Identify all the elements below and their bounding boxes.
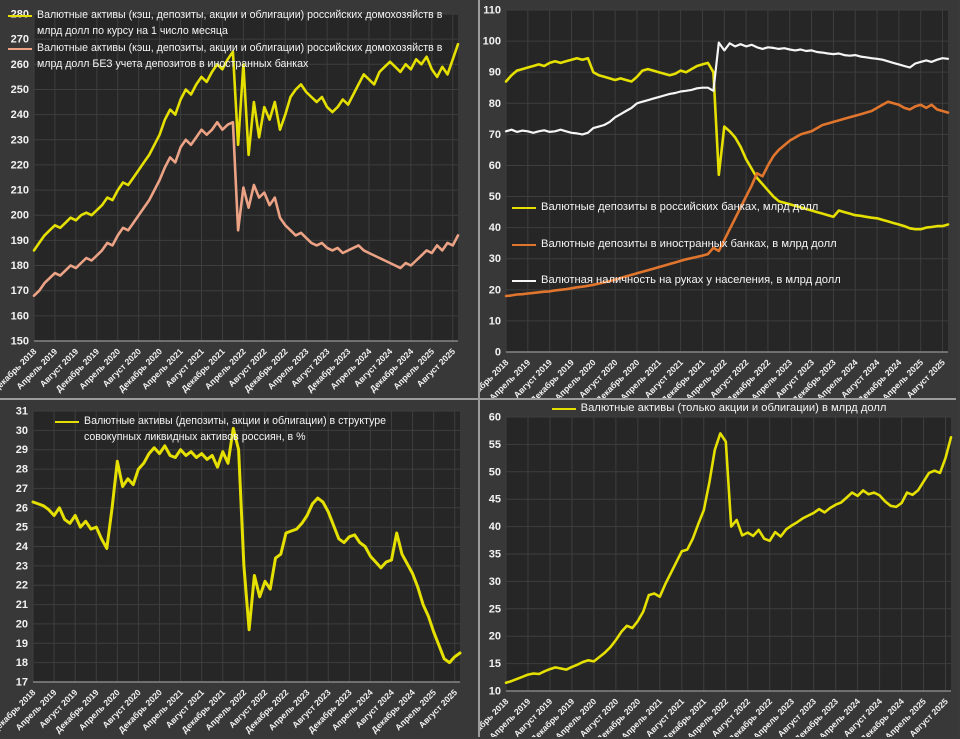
legend-label: Валютные депозиты в иностранных банках, … xyxy=(541,237,837,250)
y-tick-label: 21 xyxy=(16,599,28,611)
legend-line-marker-yellow xyxy=(55,421,79,423)
legend-fx-stocks-and-bonds: Валютные активы (только акции и облигаци… xyxy=(480,401,958,419)
y-tick-label: 220 xyxy=(11,159,29,171)
y-tick-label: 25 xyxy=(489,603,501,615)
plot-area xyxy=(506,10,948,352)
y-tick-label: 15 xyxy=(489,658,501,670)
gridlines xyxy=(32,410,460,683)
chart-panel-fx-share-of-liquid-assets: 17 18 19 20 21 22 23 24 25 26 27 28 29 30 31 Декабрь 20… xyxy=(0,400,478,737)
y-tick-label: 240 xyxy=(11,109,29,121)
series-line-БЕЗ депозитов в иностранных банках xyxy=(32,120,460,298)
y-tick-label: 23 xyxy=(16,560,28,572)
legend-fx-deposits-and-cash: Валютные депозиты в российских банках, м… xyxy=(512,200,841,310)
y-tick-label: 10 xyxy=(489,315,501,327)
y-tick-label: 70 xyxy=(489,129,501,141)
legend-line-marker-yellow xyxy=(8,15,32,17)
legend-label: Валютные активы (кэш, депозиты, акции и … xyxy=(37,9,443,37)
legend-entry: Валютная наличность на руках у населения… xyxy=(512,273,841,289)
y-tick-label: 20 xyxy=(16,618,28,630)
series-line-Наличность на руках xyxy=(504,41,950,136)
y-tick-label: 90 xyxy=(489,67,501,79)
y-tick-label: 260 xyxy=(11,59,29,71)
legend-label: Валютная наличность на руках у населения… xyxy=(541,274,841,286)
series-line-Доля валютных активов, % xyxy=(31,426,462,665)
y-tick-label: 27 xyxy=(16,483,28,495)
chart-panel-fx-assets-total: 150 160 170 180 190 200 210 220 230 240 250 260 270 2… xyxy=(0,0,478,398)
y-tick-label: 29 xyxy=(16,444,28,456)
legend-entry: Валютные депозиты в российских банках, м… xyxy=(512,200,841,216)
legend-label: Валютные депозиты в российских банках, м… xyxy=(541,201,819,213)
legend-label: Валютные активы (только акции и облигаци… xyxy=(580,402,887,414)
y-tick-label: 20 xyxy=(489,631,501,643)
legend-entry: Валютные активы (депозиты, акции и облиг… xyxy=(55,414,437,445)
legend-line-marker-yellow xyxy=(512,207,536,209)
y-tick-label: 31 xyxy=(16,406,28,418)
y-tick-label: 40 xyxy=(489,222,501,234)
y-tick-label: 190 xyxy=(11,235,29,247)
legend-entry: Валютные активы (кэш, депозиты, акции и … xyxy=(8,41,446,72)
legend-entry: Валютные активы (кэш, депозиты, акции и … xyxy=(8,8,446,39)
y-tick-label: 40 xyxy=(489,521,501,533)
series-line-Депозиты в иностранных банках xyxy=(504,100,950,298)
y-tick-label: 35 xyxy=(489,549,501,561)
y-tick-label: 160 xyxy=(11,310,29,322)
y-tick-label: 200 xyxy=(11,210,29,222)
y-tick-label: 230 xyxy=(11,134,29,146)
y-tick-label: 20 xyxy=(489,284,501,296)
y-tick-label: 250 xyxy=(11,84,29,96)
legend-fx-share-of-liquid-assets: Валютные активы (депозиты, акции и облиг… xyxy=(55,414,437,447)
y-tick-label: 18 xyxy=(16,657,28,669)
y-tick-label: 24 xyxy=(16,541,29,553)
y-tick-label: 60 xyxy=(489,160,501,172)
y-tick-label: 270 xyxy=(11,34,29,46)
y-tick-label: 0 xyxy=(495,347,501,359)
y-tick-label: 26 xyxy=(16,502,28,514)
series-line-Акции и облигации, млрд долл xyxy=(504,432,953,685)
plot-area xyxy=(34,14,458,341)
y-tick-label: 30 xyxy=(16,425,28,437)
legend-fx-assets-total: Валютные активы (кэш, депозиты, акции и … xyxy=(8,8,446,74)
y-tick-label: 25 xyxy=(16,522,28,534)
y-tick-label: 55 xyxy=(489,439,501,451)
y-tick-label: 280 xyxy=(11,9,29,21)
legend-label: Валютные активы (кэш, депозиты, акции и … xyxy=(37,42,443,70)
y-tick-label: 150 xyxy=(11,336,29,348)
legend-line-marker-white xyxy=(512,280,536,282)
legend-label: Валютные активы (депозиты, акции и облиг… xyxy=(84,415,387,443)
y-tick-label: 30 xyxy=(489,253,501,265)
legend-entry: Валютные депозиты в иностранных банках, … xyxy=(512,237,841,253)
series-line-Валютные активы всего xyxy=(32,42,460,252)
y-tick-label: 100 xyxy=(483,36,501,48)
y-tick-label: 17 xyxy=(16,677,28,689)
legend-entry: Валютные активы (только акции и облигаци… xyxy=(551,401,887,417)
y-tick-label: 50 xyxy=(489,466,501,478)
y-tick-label: 110 xyxy=(483,5,501,17)
series-line-Депозиты в российских банках xyxy=(504,56,950,231)
y-tick-label: 28 xyxy=(16,464,28,476)
legend-line-marker-orange xyxy=(512,243,536,246)
y-tick-label: 80 xyxy=(489,98,501,110)
y-tick-label: 45 xyxy=(489,494,501,506)
y-tick-label: 50 xyxy=(489,191,501,203)
y-tick-label: 10 xyxy=(489,686,501,698)
y-tick-label: 170 xyxy=(11,285,29,297)
legend-line-marker-salmon xyxy=(8,48,32,50)
y-tick-label: 60 xyxy=(489,412,501,424)
y-tick-label: 30 xyxy=(489,576,501,588)
y-tick-label: 180 xyxy=(11,260,29,272)
chart-canvas-fx-assets-total: 150 160 170 180 190 200 210 220 230 240 250 260 270 2… xyxy=(0,9,460,394)
y-tick-label: 22 xyxy=(16,580,28,592)
legend-line-marker-yellow xyxy=(551,408,576,410)
y-tick-label: 210 xyxy=(11,185,29,197)
chart-panel-fx-deposits-and-cash: 0 10 20 30 40 50 60 70 80 90 100 110 Декабрь 2018 Апр… xyxy=(480,0,958,398)
y-tick-label: 19 xyxy=(16,638,28,650)
chart-panel-fx-stocks-and-bonds: 10 15 20 25 30 35 40 45 50 55 60 Декабрь 2018 Апрель… xyxy=(480,400,958,737)
